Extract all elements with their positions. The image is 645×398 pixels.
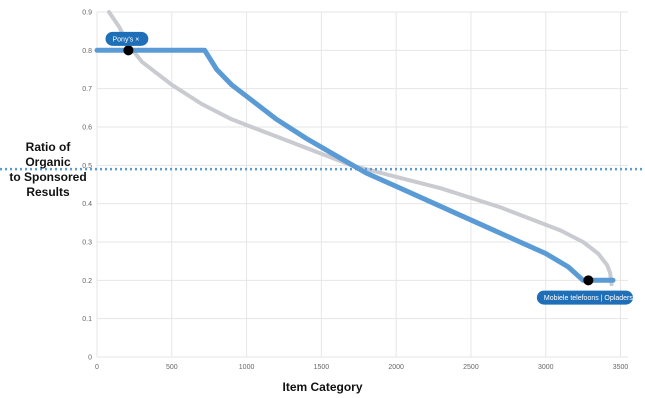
marker-point — [123, 45, 134, 56]
y-axis-label-line: Results — [26, 185, 70, 199]
x-tick-label: 3500 — [613, 364, 629, 371]
x-tick-label: 1000 — [239, 364, 255, 371]
annotation-tag — [536, 290, 633, 305]
y-tick-label: 0.9 — [82, 10, 92, 17]
markers — [123, 45, 594, 286]
series-line — [107, 10, 614, 287]
marker-point — [583, 275, 594, 286]
annotations: Pony's × Mobiele telefoons | Opladers en — [105, 31, 643, 305]
y-tick-label: 0.7 — [82, 86, 92, 93]
y-axis-label-line: to Sponsored — [9, 170, 87, 184]
y-tick-label: 0.3 — [82, 240, 92, 247]
x-tick-label: 2000 — [388, 364, 404, 371]
annotation-text: Pony's × — [113, 36, 140, 43]
y-tick-label: 0.6 — [82, 125, 92, 132]
x-axis-label: Item Category — [282, 380, 363, 394]
x-tick-label: 0 — [95, 364, 99, 371]
annotation-text: Mobiele telefoons | Opladers en — [544, 295, 643, 302]
y-tick-label: 0.5 — [82, 163, 92, 170]
series-line — [94, 47, 616, 283]
series-lines — [94, 10, 616, 287]
x-tick-label: 1500 — [314, 364, 330, 371]
y-tick-label: 0 — [88, 355, 92, 362]
y-tick-label: 0.1 — [82, 316, 92, 323]
y-axis-label: Ratio of Organic to Sponsored Results — [8, 140, 88, 200]
y-tick-label: 0.2 — [82, 278, 92, 285]
grid — [96, 11, 628, 358]
y-axis-label-line: Organic — [25, 155, 71, 169]
x-tick-label: 500 — [166, 364, 178, 371]
y-tick-label: 0.8 — [82, 48, 92, 55]
x-tick-label: 3000 — [538, 364, 554, 371]
x-axis-ticks: 0 500 1000 1500 2000 2500 3000 3500 — [95, 364, 628, 371]
y-axis-ticks: 0 0.1 0.2 0.3 0.4 0.5 0.6 0.7 0.8 0.9 — [82, 10, 92, 362]
y-tick-label: 0.4 — [82, 201, 92, 208]
x-tick-label: 2500 — [463, 364, 479, 371]
annotation-tag — [105, 31, 149, 46]
y-axis-label-line: Ratio of — [25, 140, 71, 154]
